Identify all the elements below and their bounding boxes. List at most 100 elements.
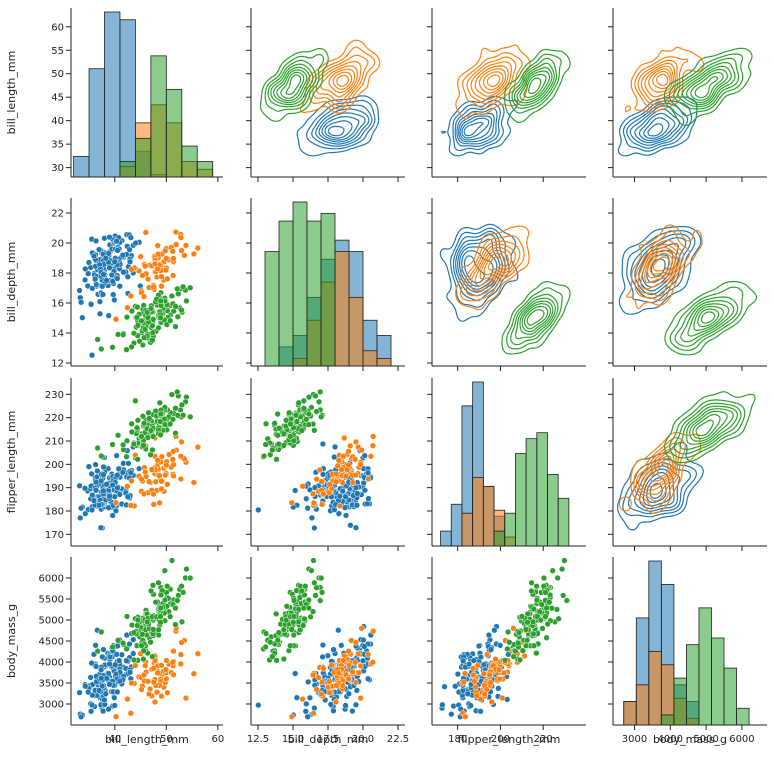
scatter-point-green bbox=[295, 606, 302, 613]
scatter-point-green bbox=[133, 314, 141, 321]
scatter-point-green bbox=[123, 313, 131, 321]
y-tick-label: 30 bbox=[51, 163, 64, 174]
kde-contour-line bbox=[523, 74, 547, 98]
scatter-point-blue bbox=[464, 690, 471, 697]
scatter-point-blue bbox=[353, 687, 361, 694]
scatter-point-blue bbox=[85, 270, 92, 277]
scatter-point-green bbox=[274, 432, 281, 439]
scatter-point-orange bbox=[355, 669, 363, 676]
scatter-point-orange bbox=[190, 670, 198, 677]
kde-contour-line bbox=[649, 252, 674, 275]
scatter-point-green bbox=[280, 430, 287, 437]
scatter-point-blue bbox=[79, 314, 86, 321]
scatter-point-blue bbox=[81, 276, 89, 284]
x-tick-label: 5000 bbox=[693, 734, 718, 745]
scatter-point-green bbox=[529, 618, 537, 625]
scatter-point-blue bbox=[477, 653, 484, 661]
scatter-point-green bbox=[140, 442, 147, 449]
scatter-point-green bbox=[540, 583, 548, 590]
hist-bar-green bbox=[150, 55, 167, 178]
scatter-point-green bbox=[157, 297, 164, 305]
scatter-point-green bbox=[174, 388, 181, 396]
scatter-point-blue bbox=[335, 510, 342, 517]
scatter-point-green bbox=[560, 592, 567, 599]
kde-contour-line bbox=[461, 117, 490, 139]
scatter-point-orange bbox=[318, 501, 326, 508]
scatter-point-blue bbox=[336, 493, 343, 500]
scatter-point-orange bbox=[470, 665, 477, 672]
scatter-point-green bbox=[146, 415, 153, 422]
scatter-point-orange bbox=[496, 675, 503, 683]
scatter-point-blue bbox=[100, 646, 107, 653]
scatter-point-blue bbox=[111, 258, 118, 265]
scatter-point-green bbox=[543, 634, 550, 641]
x-tick-label: 180 bbox=[448, 734, 467, 745]
scatter-point-orange bbox=[333, 682, 340, 689]
y-tick-label: 22 bbox=[51, 209, 64, 220]
scatter-point-orange bbox=[128, 477, 135, 485]
scatter-point-blue bbox=[127, 469, 134, 476]
scatter-point-orange bbox=[164, 689, 171, 696]
kde-contour-line bbox=[664, 280, 757, 356]
scatter-point-green bbox=[130, 440, 138, 448]
x-axis-label: bill_length_mm bbox=[105, 733, 189, 746]
scatter-point-orange bbox=[127, 502, 134, 509]
scatter-point-green bbox=[155, 579, 162, 586]
scatter-point-blue bbox=[345, 690, 353, 697]
kde-contour-line bbox=[528, 77, 542, 95]
scatter-point-green bbox=[262, 420, 270, 427]
scatter-point-green bbox=[134, 616, 142, 624]
kde-contour-line bbox=[663, 47, 753, 126]
scatter-point-blue bbox=[77, 713, 85, 720]
scatter-point-green bbox=[287, 420, 294, 428]
scatter-point-green bbox=[130, 629, 138, 636]
scatter-point-blue bbox=[97, 666, 105, 674]
scatter-point-green bbox=[262, 630, 270, 637]
scatter-point-green bbox=[563, 597, 570, 604]
scatter-point-blue bbox=[103, 481, 110, 488]
scatter-point-green bbox=[555, 615, 562, 622]
hist-bar-orange bbox=[623, 701, 637, 726]
scatter-point-blue bbox=[114, 275, 121, 282]
hist-bar-blue bbox=[88, 68, 105, 178]
scatter-point-blue bbox=[114, 472, 121, 479]
scatter-point-orange bbox=[150, 665, 157, 672]
y-tick-label: 170 bbox=[45, 530, 64, 541]
panel-flipper_length_mm-vs-bill_depth_mm bbox=[246, 378, 405, 551]
scatter-point-green bbox=[149, 329, 157, 336]
scatter-point-orange bbox=[177, 453, 184, 460]
scatter-point-green bbox=[504, 645, 511, 653]
panel-body_mass_g-vs-flipper_length_mm: 180 200 220 bbox=[427, 557, 586, 745]
scatter-point-green bbox=[318, 574, 325, 582]
scatter-point-green bbox=[542, 613, 549, 620]
scatter-point-orange bbox=[170, 648, 177, 655]
scatter-point-blue bbox=[116, 678, 123, 685]
scatter-point-green bbox=[318, 589, 326, 596]
y-tick-label: 230 bbox=[45, 390, 64, 401]
scatter-point-blue bbox=[311, 524, 318, 532]
scatter-point-orange bbox=[495, 666, 503, 673]
panel-bill_depth_mm-vs-bill_length_mm: 12 14 16 18 20 22 bbox=[51, 198, 223, 371]
y-tick-label: 5000 bbox=[39, 616, 64, 627]
hist-bar-green bbox=[711, 637, 725, 726]
scatter-point-green bbox=[546, 599, 553, 606]
scatter-point-green bbox=[157, 314, 164, 321]
scatter-point-blue bbox=[495, 685, 502, 692]
scatter-point-green bbox=[123, 346, 130, 353]
scatter-points bbox=[255, 388, 377, 532]
kde-contour-line bbox=[514, 62, 555, 106]
kde-contour-line bbox=[315, 61, 362, 103]
hist-bar-green bbox=[306, 220, 322, 367]
scatter-point-orange bbox=[162, 666, 170, 673]
kde-contour-line bbox=[643, 117, 670, 139]
scatter-point-orange bbox=[112, 316, 120, 323]
scatter-point-orange bbox=[340, 657, 347, 664]
kde-contour-line bbox=[697, 308, 720, 328]
kde-contour-line bbox=[519, 300, 554, 335]
scatter-point-blue bbox=[82, 683, 89, 690]
scatter-point-orange bbox=[352, 659, 359, 666]
scatter-point-orange bbox=[178, 438, 185, 446]
hist-bar-green bbox=[723, 667, 737, 726]
kde-contour-line bbox=[668, 53, 744, 117]
scatter-point-blue bbox=[497, 642, 504, 649]
